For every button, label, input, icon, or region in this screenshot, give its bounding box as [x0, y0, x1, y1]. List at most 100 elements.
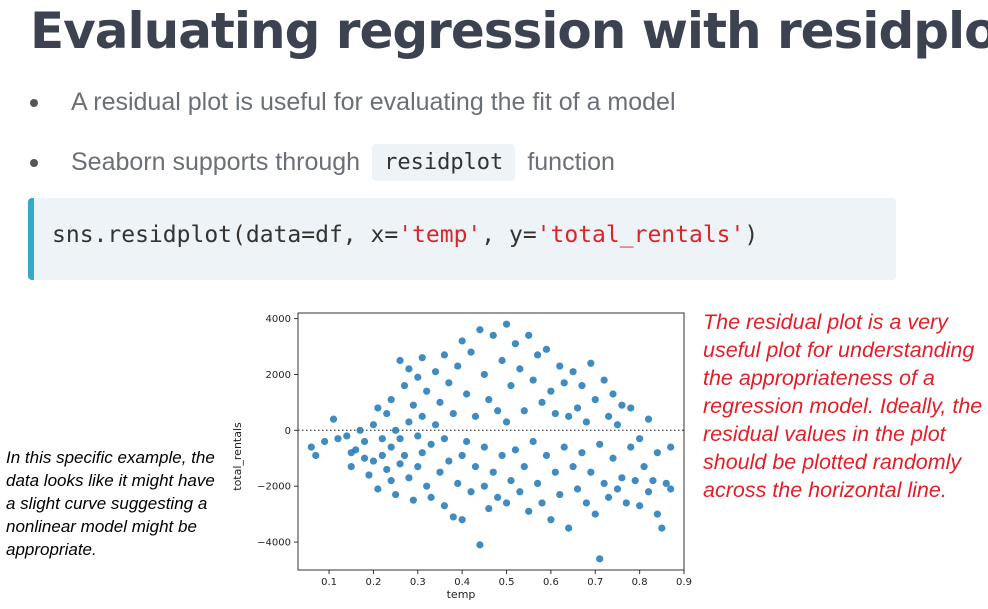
data-point — [369, 421, 378, 429]
data-point — [365, 471, 373, 479]
data-point — [591, 510, 599, 518]
data-point — [565, 524, 573, 532]
code-mid: , y= — [481, 222, 537, 248]
data-point — [378, 435, 386, 443]
data-point — [436, 468, 444, 476]
data-point — [489, 468, 497, 476]
x-tick-label: 0.5 — [499, 577, 515, 588]
data-point — [307, 443, 315, 451]
data-point — [636, 435, 644, 443]
data-point — [542, 345, 551, 353]
data-point — [480, 443, 488, 451]
data-point — [374, 485, 382, 493]
data-point — [427, 440, 435, 448]
data-point — [560, 379, 568, 387]
code-suffix: ) — [744, 222, 759, 248]
x-tick-label: 0.1 — [321, 577, 337, 588]
data-point — [423, 387, 431, 395]
data-point — [640, 463, 648, 471]
y-tick-label: −4000 — [257, 538, 291, 549]
data-point — [533, 351, 542, 359]
x-axis-label: temp — [447, 588, 476, 601]
x-tick-label: 0.8 — [632, 577, 648, 588]
data-point — [596, 555, 604, 563]
data-point — [476, 541, 484, 549]
data-point — [636, 502, 644, 510]
data-point — [392, 490, 400, 499]
data-point — [356, 426, 364, 434]
data-point — [369, 457, 378, 465]
data-point — [458, 337, 466, 345]
data-point — [667, 485, 675, 493]
data-point — [587, 359, 595, 367]
bullet-text-1: A residual plot is useful for evaluating… — [71, 88, 676, 116]
data-point — [414, 463, 422, 471]
data-point — [445, 457, 453, 465]
code-line: sns.residplot(data=df, x='temp', y='tota… — [52, 222, 758, 248]
data-point — [427, 493, 435, 501]
y-tick-label: 2000 — [266, 370, 291, 381]
data-point — [658, 524, 666, 532]
data-point — [480, 370, 488, 379]
data-point — [445, 379, 453, 387]
data-point — [378, 451, 386, 460]
data-point — [556, 362, 564, 370]
data-point — [582, 499, 590, 507]
right-annotation: The residual plot is a very useful plot … — [703, 310, 983, 502]
data-point — [529, 437, 537, 446]
data-point — [458, 451, 466, 460]
data-point — [489, 331, 497, 339]
data-point — [462, 390, 471, 398]
data-point — [511, 446, 520, 454]
bullet-text-2-after: function — [527, 148, 615, 176]
data-point — [609, 454, 617, 462]
data-point — [449, 409, 457, 418]
left-annotation: In this specific example, the data looks… — [6, 448, 215, 559]
data-point — [405, 365, 413, 373]
plot-frame — [297, 312, 685, 571]
bullet-item-2: Seaborn supports through residplot funct… — [30, 144, 615, 181]
code-string-x: 'temp' — [398, 222, 482, 248]
data-point — [485, 395, 493, 404]
data-point — [573, 404, 582, 412]
data-point — [627, 443, 635, 451]
data-point — [440, 502, 449, 510]
data-point — [502, 320, 511, 328]
data-point — [440, 351, 449, 359]
data-point — [480, 482, 488, 490]
x-tick-label: 0.2 — [365, 577, 381, 588]
data-point — [644, 488, 653, 496]
data-point — [476, 326, 484, 334]
x-tick-label: 0.7 — [587, 577, 603, 588]
data-point — [520, 463, 528, 471]
residual-plot: 0.1 0.2 0.3 0.4 0.5 0.6 0.7 0.8 0.9 4000 2000 0 −200… — [231, 312, 692, 601]
data-point — [502, 418, 511, 426]
data-point — [525, 507, 533, 515]
data-point — [511, 340, 520, 348]
slide-title: Evaluating regression with residplot() — [30, 2, 988, 60]
data-point — [551, 409, 559, 418]
bullet-item-1: A residual plot is useful for evaluating… — [30, 88, 676, 117]
data-point — [498, 451, 506, 460]
y-tick-label: −2000 — [257, 482, 291, 493]
y-tick-label: 4000 — [266, 314, 291, 325]
bullet-dot — [30, 158, 38, 167]
data-point — [334, 435, 342, 443]
y-tick-label: 0 — [285, 426, 291, 437]
data-point — [644, 415, 653, 423]
data-point — [414, 432, 422, 440]
data-point — [653, 510, 661, 518]
data-point — [400, 451, 409, 460]
code-prefix: sns.residplot(data=df, x= — [52, 222, 399, 248]
data-point — [516, 365, 524, 373]
data-point — [569, 368, 577, 376]
data-point — [613, 485, 622, 493]
data-point — [578, 449, 586, 457]
data-point — [449, 513, 457, 521]
x-tick-label: 0.3 — [410, 577, 426, 588]
data-point — [618, 401, 626, 409]
data-point — [454, 479, 462, 488]
data-point — [556, 490, 564, 499]
data-point — [547, 387, 555, 395]
data-point — [622, 499, 630, 507]
